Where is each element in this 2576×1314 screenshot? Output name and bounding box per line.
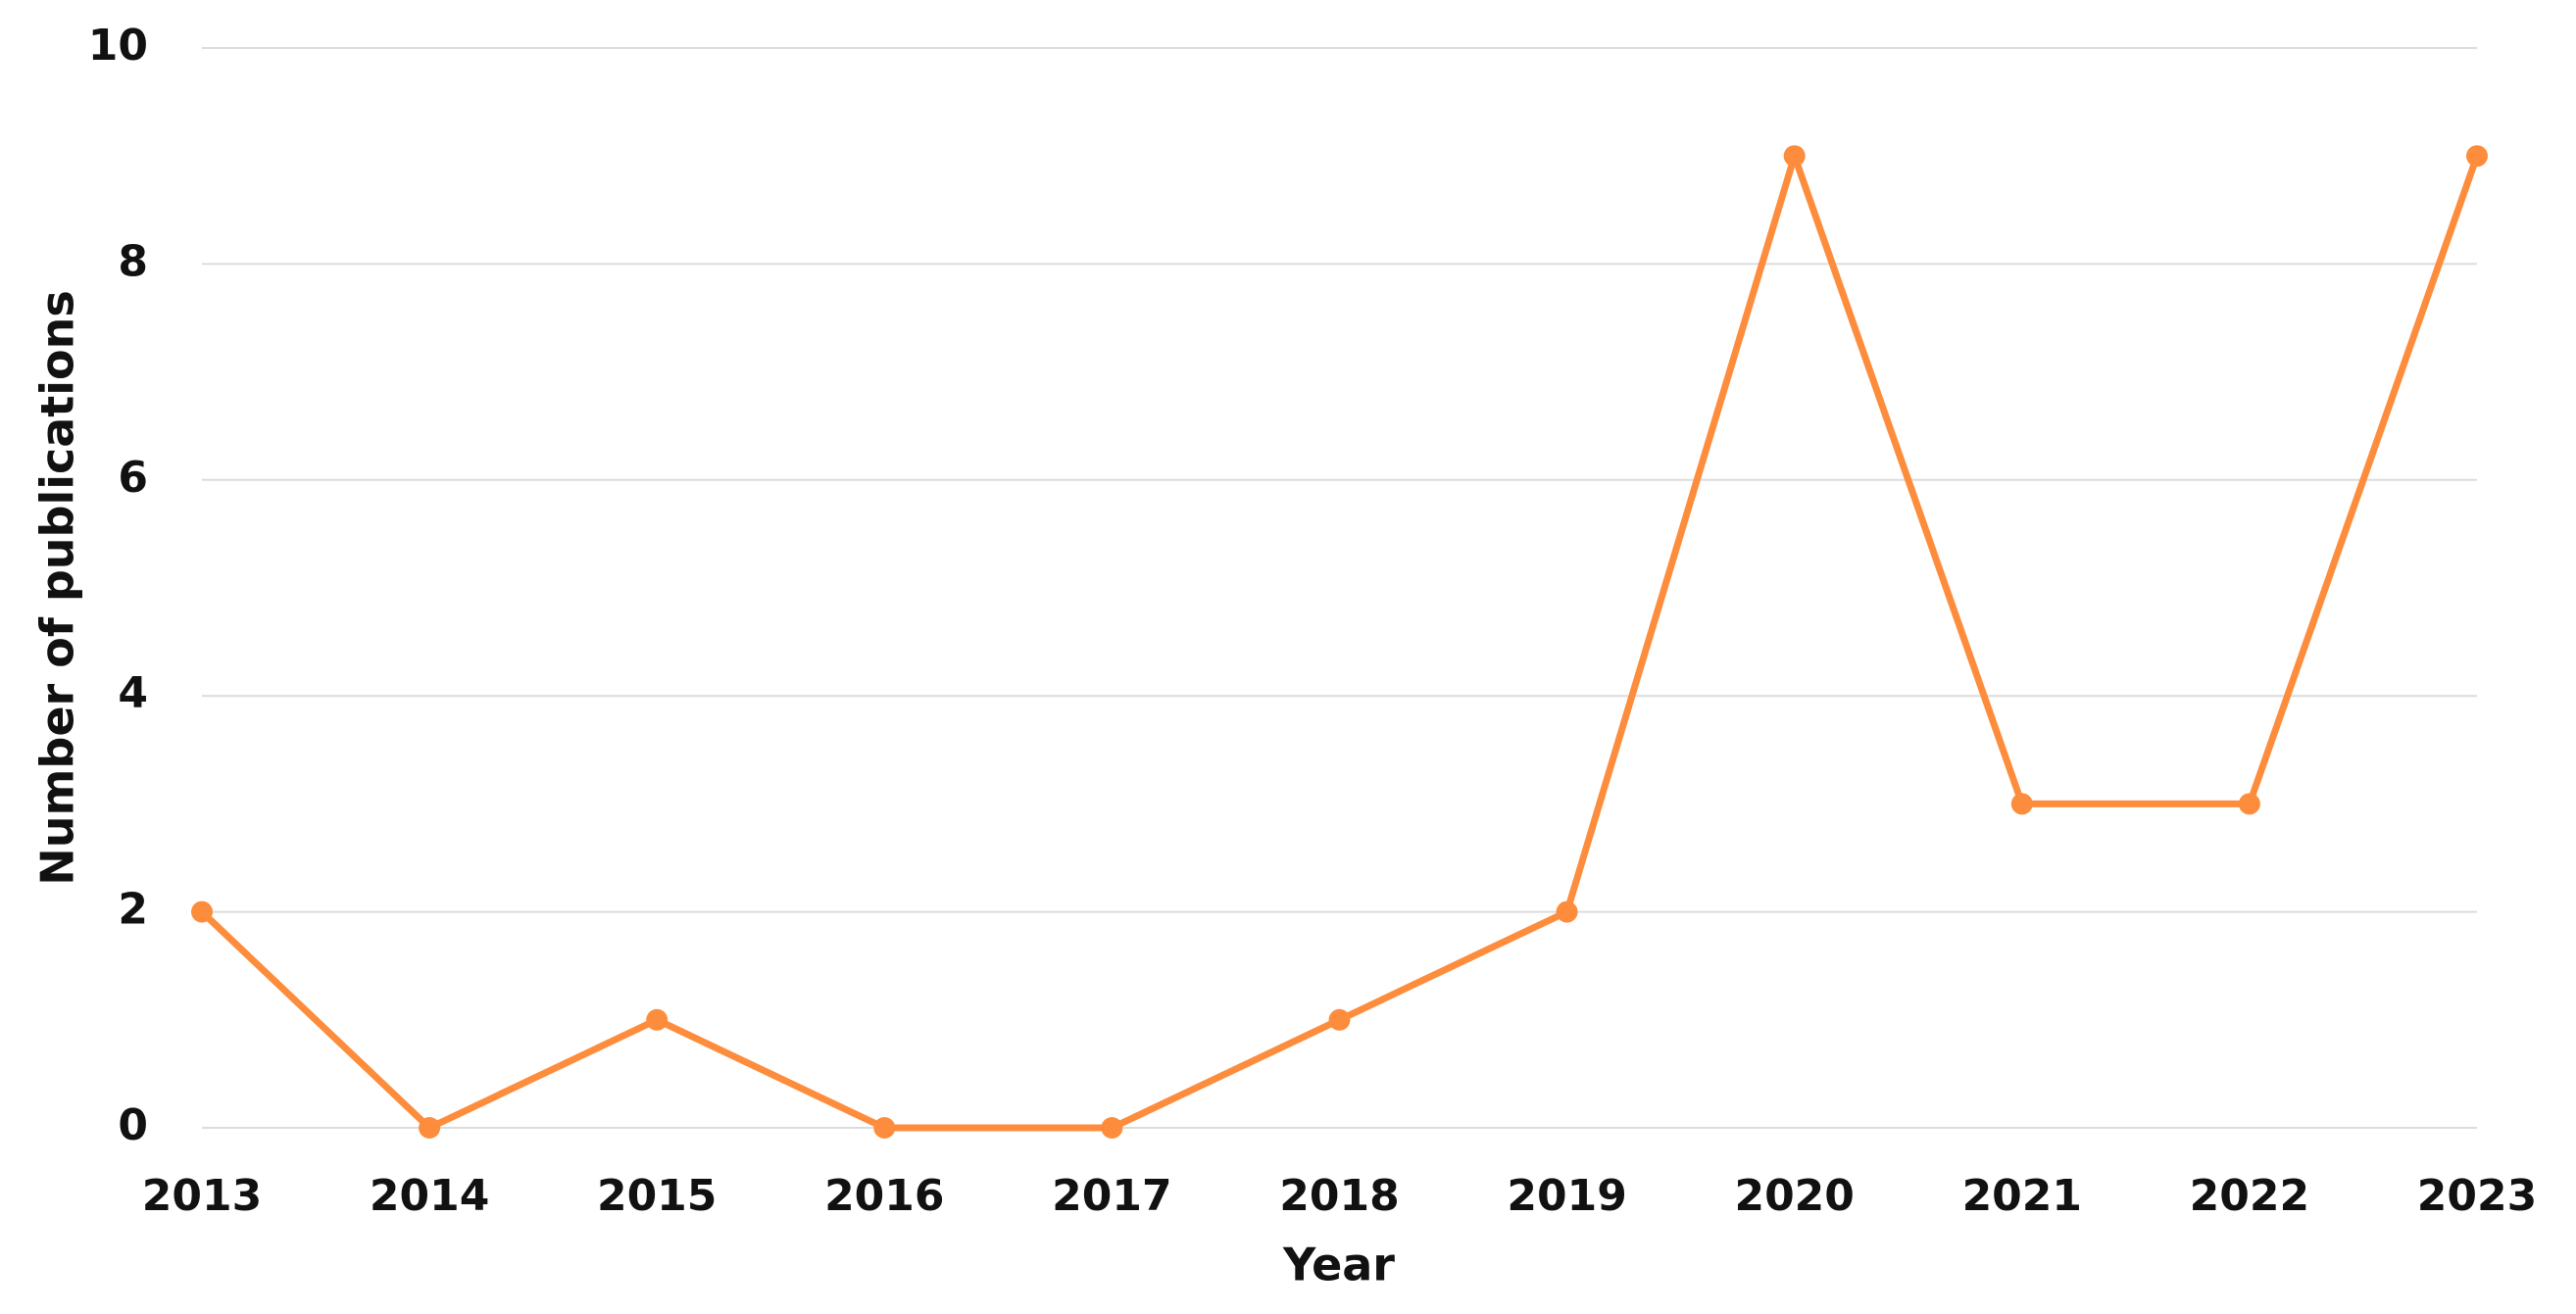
x-tick-label: 2019 xyxy=(1507,1171,1626,1221)
y-tick-label: 0 xyxy=(118,1100,148,1150)
point xyxy=(419,1117,441,1139)
x-tick-label: 2014 xyxy=(370,1171,489,1221)
y-axis-title: Number of publications xyxy=(31,290,84,886)
x-tick-label: 2021 xyxy=(1962,1171,2082,1221)
x-axis-title: Year xyxy=(1282,1239,1395,1291)
x-tick-label: 2015 xyxy=(597,1171,717,1221)
point xyxy=(646,1008,669,1031)
x-tick-label: 2022 xyxy=(2190,1171,2309,1221)
point xyxy=(2010,793,2033,815)
x-tick-label: 2016 xyxy=(824,1171,944,1221)
point xyxy=(2466,145,2488,168)
y-tick-label: 6 xyxy=(118,453,148,503)
x-tick-label: 2018 xyxy=(1279,1171,1399,1221)
x-tick-label: 2020 xyxy=(1734,1171,1854,1221)
point xyxy=(1783,145,1806,168)
x-tick-label: 2023 xyxy=(2417,1171,2537,1221)
point xyxy=(191,900,213,923)
y-tick-label: 8 xyxy=(118,236,148,286)
y-tick-label: 4 xyxy=(118,668,148,718)
x-tick-label: 2017 xyxy=(1052,1171,1171,1221)
y-tick-label: 10 xyxy=(88,21,148,71)
point xyxy=(873,1117,896,1139)
x-tick-label: 2013 xyxy=(142,1171,262,1221)
y-tick-label: 2 xyxy=(118,885,148,935)
point xyxy=(1556,900,1578,923)
line xyxy=(199,152,2481,1132)
point xyxy=(1101,1117,1123,1139)
point xyxy=(2238,793,2260,815)
point xyxy=(1328,1008,1351,1031)
